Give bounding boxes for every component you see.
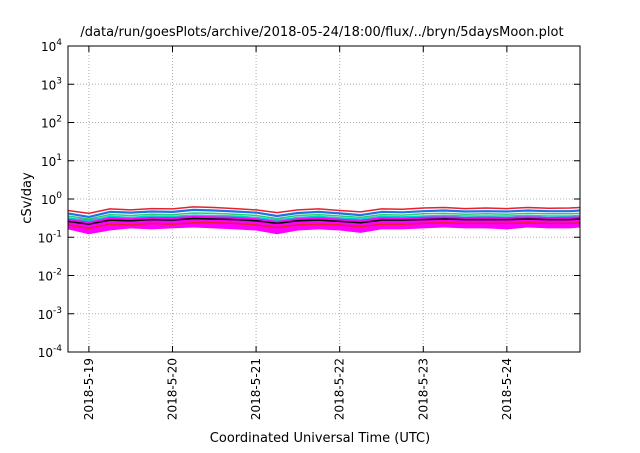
y-axis-label: cSv/day (20, 172, 35, 224)
y-tick-label: 10-3 (38, 306, 62, 322)
series-line-4 (67, 214, 581, 222)
y-tick-label: 103 (41, 76, 62, 92)
y-tick-label: 100 (41, 191, 62, 207)
chart-title: /data/run/goesPlots/archive/2018-05-24/1… (80, 25, 563, 40)
y-tick-label: 10-2 (38, 268, 62, 284)
y-tick-label: 104 (41, 38, 62, 54)
series-line-5 (67, 217, 581, 225)
series-line-6 (67, 221, 581, 230)
series-line-1 (67, 206, 581, 215)
y-tick-label: 10-4 (38, 344, 63, 360)
x-tick-label: 2018-5-23 (416, 358, 430, 420)
tick-layer: 104 103 102 101 100 10-1 10-2 10-3 10-4 2018-5-19… (38, 38, 580, 420)
y-tick-label: 101 (41, 153, 62, 169)
series-line-3 (67, 212, 581, 220)
x-tick-label: 2018-5-22 (333, 358, 347, 420)
y-tick-label: 102 (41, 115, 62, 131)
x-axis-label: Coordinated Universal Time (UTC) (210, 431, 430, 446)
y-tick-label: 10-1 (38, 229, 62, 245)
x-tick-label: 2018-5-20 (165, 358, 179, 420)
x-tick-label: 2018-5-24 (500, 358, 514, 420)
grid-layer (68, 46, 580, 352)
x-tick-label: 2018-5-21 (249, 358, 263, 420)
series-line-2 (67, 208, 581, 218)
data-layer (67, 206, 581, 235)
x-tick-label: 2018-5-19 (82, 358, 96, 420)
